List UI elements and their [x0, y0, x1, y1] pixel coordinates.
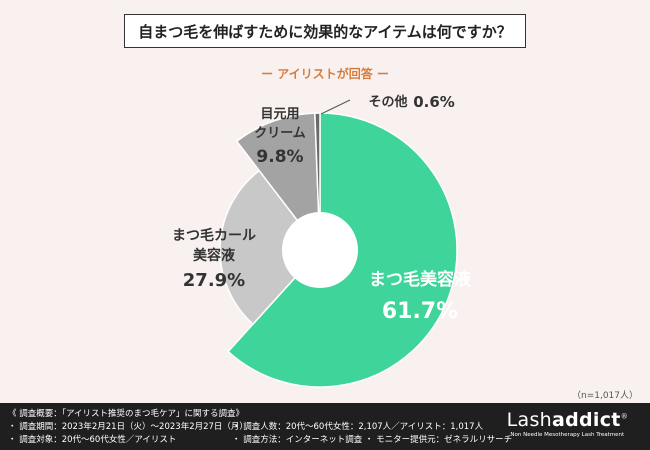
slice-eye-cream: [235, 112, 321, 253]
donut-hole: [282, 212, 358, 288]
slice-value-eye-cream: 9.8%: [256, 147, 303, 167]
survey-count: ・ 調査人数：20代〜60代女性：2,107人／アイリスト：1,017人: [232, 422, 484, 432]
slice-label-curl-serum-2: 美容液: [193, 247, 236, 264]
sample-size-note: （n=1,017人）: [571, 391, 638, 401]
slice-curl-serum: [219, 169, 321, 326]
survey-period: ・ 調査期間：2023年2月21日（火）〜2023年2月27日（月）: [8, 422, 248, 432]
slice-label-eye-cream-2: クリーム: [254, 126, 306, 141]
brand-name-bold: addict: [552, 409, 621, 431]
brand-mark: ®: [620, 412, 628, 421]
survey-heading: 《 調査概要：「アイリスト推奨のまつ毛ケア」に関する調査》: [8, 409, 245, 419]
survey-method: ・ 調査方法：インターネット調査 ・ モニター提供元：ゼネラルリサーチ: [232, 435, 513, 445]
slice-label-serum: まつ毛美容液: [369, 269, 471, 290]
brand-name-light: Lash: [506, 409, 552, 431]
slice-value-serum: 61.7%: [382, 299, 458, 324]
brand-logo: Lashaddict® Non Needle Mesotherapy Lash …: [507, 409, 628, 438]
chart-title: 自まつ毛を伸ばすために効果的なアイテムは何ですか？: [124, 14, 526, 48]
leader-line-other: [320, 99, 351, 115]
slice-value-curl-serum: 27.9%: [183, 270, 245, 291]
slice-label-curl-serum-1: まつ毛カール: [172, 227, 256, 244]
chart-subtitle: ー アイリストが回答 ー: [261, 67, 389, 81]
survey-target: ・ 調査対象：20代〜60代女性／アイリスト: [8, 435, 177, 445]
survey-footer: 《 調査概要：「アイリスト推奨のまつ毛ケア」に関する調査》 ・ 調査期間：202…: [0, 403, 650, 450]
slice-label-eye-cream-1: 目元用: [260, 107, 299, 122]
slice-label-other: その他: [368, 94, 407, 110]
brand-tagline: Non Needle Mesotherapy Lash Treatment: [510, 432, 625, 438]
donut-chart: まつ毛美容液 61.7% まつ毛カール 美容液 27.9% 目元用 クリーム 9…: [172, 93, 471, 388]
slice-value-other: 0.6%: [413, 93, 455, 111]
